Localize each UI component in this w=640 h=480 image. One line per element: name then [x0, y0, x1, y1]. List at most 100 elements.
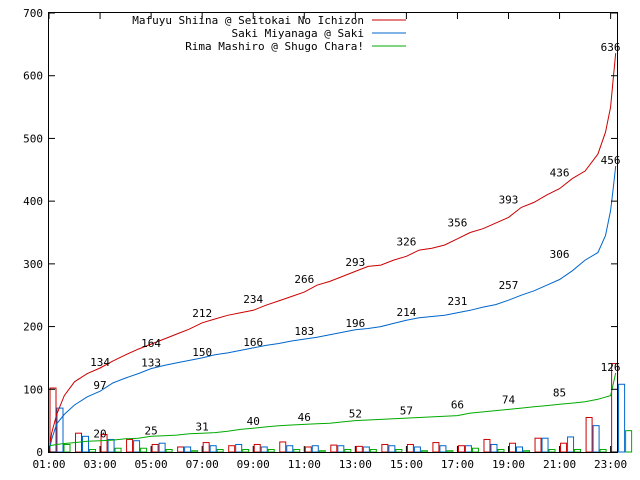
data-label: 166: [243, 336, 263, 349]
data-label: 326: [396, 236, 416, 249]
hourly-bar: [293, 448, 301, 453]
hourly-bar: [216, 448, 224, 453]
hourly-bar: [362, 446, 370, 453]
hourly-bar: [82, 435, 90, 453]
hourly-bar: [574, 448, 582, 453]
hourly-bar: [406, 443, 414, 453]
hourly-bar: [304, 446, 312, 453]
series-line: [48, 165, 617, 453]
data-label: 74: [502, 394, 516, 407]
hourly-bar: [337, 445, 345, 453]
hourly-bar: [369, 448, 377, 453]
hourly-bar: [599, 448, 607, 453]
hourly-bar: [523, 450, 531, 453]
x-tick-label: 01:00: [32, 458, 65, 471]
hourly-bar: [483, 438, 491, 453]
data-label: 66: [451, 399, 464, 412]
data-label: 393: [499, 194, 519, 207]
hourly-bar: [184, 446, 192, 453]
hourly-bar: [432, 442, 440, 453]
data-label: 97: [93, 379, 106, 392]
y-tick-label: 500: [23, 132, 43, 145]
data-label: 20: [93, 427, 106, 440]
hourly-bar: [209, 445, 217, 453]
legend-label: Mafuyu Shiina @ Seitokai No Ichizon: [132, 14, 364, 27]
x-tick-label: 11:00: [288, 458, 321, 471]
point-labels: 134 164 212 234 266 293 326 356 393 436 636 97 133 15…: [90, 41, 620, 440]
data-label: 46: [298, 411, 311, 424]
hourly-bar: [497, 448, 505, 453]
hourly-bar: [585, 417, 593, 453]
hourly-bar: [177, 446, 185, 453]
legend-label: Rima Mashiro @ Shugo Chara!: [185, 40, 364, 53]
legend: Mafuyu Shiina @ Seitokai No IchizonSaki …: [132, 14, 406, 53]
hourly-bar: [267, 448, 275, 453]
hourly-bar: [457, 445, 465, 453]
x-tick-label: 07:00: [186, 458, 219, 471]
data-label: 133: [141, 357, 161, 370]
x-tick-label: 19:00: [492, 458, 525, 471]
hourly-bar: [534, 437, 542, 453]
hourly-bar: [235, 443, 243, 453]
x-tick-label: 13:00: [339, 458, 372, 471]
x-axis-ticks: 01:00 03:00 05:00 07:00 09:00 11:00 13:00 15:00…: [32, 13, 627, 471]
hourly-bar: [126, 438, 134, 453]
x-tick-label: 03:00: [83, 458, 116, 471]
x-tick-label: 05:00: [135, 458, 168, 471]
data-label: 636: [601, 41, 621, 54]
hourly-bar: [381, 443, 389, 453]
hourly-bar: [567, 436, 575, 453]
y-axis-ticks: 0 100 200 300 400 500 600 700: [23, 7, 617, 459]
data-label: 356: [448, 217, 468, 230]
data-label: 234: [243, 293, 263, 306]
cumulative-lines: [48, 53, 617, 453]
hourly-bar: [158, 442, 166, 453]
data-label: 436: [550, 167, 570, 180]
hourly-bar: [490, 443, 498, 453]
y-tick-label: 600: [23, 70, 43, 83]
x-tick-label: 23:00: [594, 458, 627, 471]
data-label: 257: [499, 279, 519, 292]
hourly-bar: [242, 448, 250, 453]
data-label: 150: [192, 346, 212, 359]
data-label: 134: [90, 356, 110, 369]
y-tick-label: 200: [23, 321, 43, 334]
hourly-bar: [420, 450, 428, 453]
hourly-bar: [560, 442, 568, 453]
hourly-bar: [318, 450, 326, 453]
y-tick-label: 0: [36, 446, 43, 459]
hourly-bar: [202, 442, 210, 453]
x-tick-label: 09:00: [237, 458, 270, 471]
hourly-bar: [56, 407, 64, 453]
hourly-bar: [133, 440, 141, 453]
y-tick-label: 400: [23, 195, 43, 208]
hourly-bar: [413, 446, 421, 453]
hourly-bar: [286, 445, 294, 453]
data-label: 183: [294, 325, 314, 338]
y-tick-label: 300: [23, 258, 43, 271]
data-label: 231: [448, 295, 468, 308]
hourly-bar: [592, 425, 600, 453]
hourly-bar: [355, 445, 363, 453]
hourly-bar: [114, 447, 122, 453]
data-label: 126: [601, 361, 621, 374]
hourly-bar: [228, 445, 236, 453]
data-label: 40: [247, 415, 260, 428]
legend-label: Saki Miyanaga @ Saki: [232, 27, 364, 40]
hourly-bar: [311, 445, 319, 453]
hourly-bar: [260, 446, 268, 453]
y-tick-label: 700: [23, 7, 43, 20]
hourly-bar: [471, 447, 479, 453]
x-tick-label: 17:00: [441, 458, 474, 471]
hourly-bar: [253, 443, 261, 453]
data-label: 25: [144, 424, 157, 437]
hourly-bar: [165, 448, 173, 453]
data-label: 306: [550, 248, 570, 261]
hourly-bar: [107, 438, 115, 453]
data-label: 266: [294, 273, 314, 286]
data-label: 52: [349, 407, 362, 420]
hourly-bar: [446, 450, 454, 453]
series-line: [48, 372, 617, 447]
hourly-bar: [395, 448, 403, 453]
